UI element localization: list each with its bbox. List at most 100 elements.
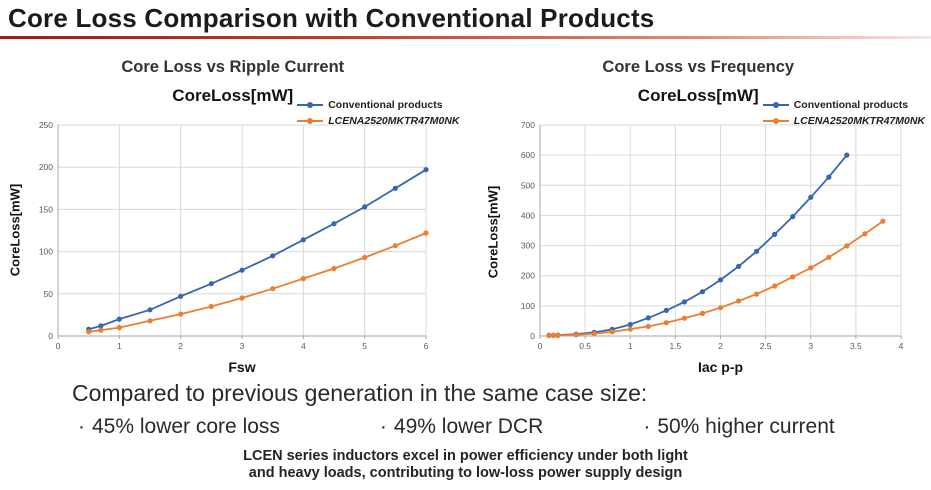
- footnote-line-1: LCEN series inductors excel in power eff…: [243, 448, 688, 464]
- x-tick-label: 3.5: [849, 341, 861, 351]
- data-point: [843, 243, 849, 249]
- x-tick-label: 0: [56, 341, 61, 351]
- bullet-dot: ·: [78, 415, 85, 438]
- data-point: [609, 329, 615, 335]
- y-tick-label: 500: [520, 180, 534, 190]
- data-point: [300, 237, 306, 243]
- y-tick-label: 100: [520, 301, 534, 311]
- x-tick-label: 5: [362, 341, 367, 351]
- bullet-label: 45% lower core loss: [92, 415, 280, 438]
- data-point: [208, 281, 214, 287]
- data-point: [771, 231, 777, 237]
- data-point: [663, 320, 669, 326]
- data-point: [545, 333, 552, 339]
- data-point: [550, 332, 556, 338]
- chart-subtitle: CoreLoss[mW]: [637, 86, 759, 105]
- data-point: [423, 167, 429, 173]
- data-point: [645, 315, 651, 321]
- bullet-dot: ·: [643, 415, 651, 438]
- data-point: [147, 318, 153, 324]
- y-tick-label: 300: [520, 241, 534, 251]
- data-point: [645, 323, 651, 329]
- chart-subtitle: CoreLoss[mW]: [172, 86, 294, 105]
- line-chart: 0 1 2 3 4 5 6 0 50 100 150 200 250 Fsw: [39, 120, 429, 375]
- data-point: [735, 298, 741, 304]
- data-point: [771, 283, 777, 289]
- x-axis-label: Fsw: [228, 359, 255, 375]
- data-point: [178, 293, 184, 299]
- data-point: [554, 332, 561, 338]
- footnote: LCEN series inductors excel in power eff…: [0, 448, 931, 482]
- y-tick-label: 150: [39, 204, 53, 214]
- legend-line-marker-icon: [297, 101, 324, 108]
- data-point: [331, 265, 337, 272]
- data-point: [362, 254, 368, 261]
- y-tick-label: 0: [530, 331, 535, 341]
- data-point: [663, 307, 669, 313]
- summary-headline: Compared to previous generation in the s…: [72, 380, 648, 406]
- y-tick-label: 400: [520, 210, 534, 220]
- data-point: [331, 221, 337, 227]
- x-tick-label: 2.5: [759, 341, 771, 351]
- data-point: [392, 185, 398, 191]
- chart-title: Core Loss vs Frequency: [602, 58, 795, 76]
- data-point: [178, 311, 184, 317]
- legend-line-marker-icon: [762, 101, 789, 108]
- bullet-current: · 50% higher current: [643, 415, 834, 439]
- data-point: [362, 204, 368, 210]
- x-tick-label: 3: [808, 341, 813, 351]
- y-tick-label: 200: [39, 162, 53, 172]
- data-point: [807, 194, 813, 200]
- title-underline: [0, 36, 931, 39]
- y-tick-label: 700: [520, 120, 534, 130]
- data-point: [879, 218, 885, 224]
- data-point: [116, 325, 122, 331]
- data-point: [861, 231, 867, 237]
- y-tick-label: 200: [520, 271, 534, 281]
- line-chart: 0 0.5 1 1.5 2 2.5 3 3.5 4 0 100 200 300 400 500 600 700 I…: [520, 120, 903, 375]
- data-point: [300, 276, 306, 282]
- charts-row: Core Loss vs Ripple Current CoreLoss[mW]…: [0, 50, 931, 382]
- data-point: [147, 307, 153, 313]
- data-point: [239, 295, 245, 301]
- data-point: [699, 310, 705, 316]
- x-tick-label: 1.5: [669, 341, 681, 351]
- data-point: [717, 305, 723, 311]
- x-tick-label: 3: [240, 341, 245, 351]
- data-point: [681, 315, 687, 321]
- bullet-dot: ·: [379, 415, 387, 438]
- legend-item: Conventional products: [762, 97, 925, 113]
- data-point: [392, 243, 398, 249]
- chart-title: Core Loss vs Ripple Current: [121, 58, 345, 76]
- data-point: [789, 274, 795, 280]
- bullet-label: 49% lower DCR: [393, 415, 544, 438]
- legend-label: LCENA2520MKTR47M0NK: [328, 115, 460, 127]
- data-point: [753, 248, 759, 254]
- data-point: [825, 174, 831, 180]
- data-point: [699, 289, 705, 295]
- chart-core-loss-vs-ripple-current: Core Loss vs Ripple Current CoreLoss[mW]…: [0, 50, 466, 382]
- bullet-label: 50% higher current: [657, 415, 835, 438]
- x-tick-label: 4: [898, 341, 903, 351]
- footnote-line-2: and heavy loads, contributing to low-los…: [248, 465, 683, 481]
- legend-label: Conventional products: [793, 99, 909, 111]
- x-axis-label: Iac p-p: [697, 359, 742, 375]
- x-tick-label: 0: [537, 341, 542, 351]
- chart-legend: Conventional products LCENA2520MKTR47M0NK: [762, 97, 925, 129]
- y-tick-label: 50: [44, 289, 54, 299]
- data-point: [789, 214, 795, 220]
- data-point: [423, 230, 429, 236]
- x-tick-label: 6: [424, 341, 429, 351]
- data-point: [627, 321, 633, 328]
- series-line: [88, 232, 427, 333]
- data-point: [735, 263, 741, 269]
- x-tick-label: 2: [718, 341, 723, 351]
- legend-label: Conventional products: [328, 99, 443, 111]
- data-point: [98, 323, 104, 329]
- x-tick-label: 1: [117, 341, 122, 351]
- y-tick-label: 100: [39, 247, 53, 257]
- summary-bullets: · 45% lower core loss · 49% lower DCR · …: [78, 415, 931, 439]
- legend-label: LCENA2520MKTR47M0NK: [793, 115, 925, 127]
- bullet-dcr: · 49% lower DCR: [380, 415, 543, 439]
- data-point: [807, 265, 813, 271]
